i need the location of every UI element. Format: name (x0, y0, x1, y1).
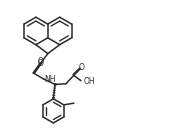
Text: O: O (78, 63, 84, 72)
Text: NH: NH (45, 75, 56, 84)
Text: O: O (38, 57, 44, 66)
Text: O: O (38, 59, 43, 68)
Text: OH: OH (83, 77, 95, 86)
